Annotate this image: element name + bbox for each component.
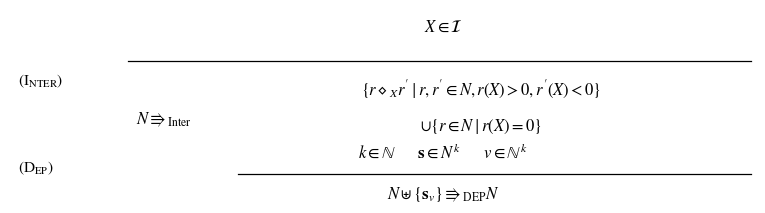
Text: $(\mathrm{D}_{\mathrm{EP}})$: $(\mathrm{D}_{\mathrm{EP}})$ xyxy=(18,160,54,177)
Text: $k \in \mathbb{N} \qquad \mathbf{s} \in N^k \qquad v \in \mathbb{N}^k$: $k \in \mathbb{N} \qquad \mathbf{s} \in … xyxy=(358,143,529,161)
Text: $\cup\{r \in N \mid r(X) = 0\}$: $\cup\{r \in N \mid r(X) = 0\}$ xyxy=(420,118,542,136)
Text: $(\mathrm{I}_{\mathrm{NTER}})$: $(\mathrm{I}_{\mathrm{NTER}})$ xyxy=(18,73,63,90)
Text: $X \in \mathcal{I}$: $X \in \mathcal{I}$ xyxy=(424,20,463,36)
Text: $N \uplus \{\mathbf{s}_v\} \Rrightarrow_{\mathrm{DEP}} N$: $N \uplus \{\mathbf{s}_v\} \Rrightarrow_… xyxy=(387,185,500,204)
Text: $\{r \diamond_X r' \mid r, r' \in N, r(X) > 0, r'(X) < 0\}$: $\{r \diamond_X r' \mid r, r' \in N, r(X… xyxy=(361,79,601,101)
Text: $N \Rrightarrow_{\mathrm{Inter}}$: $N \Rrightarrow_{\mathrm{Inter}}$ xyxy=(135,111,191,129)
